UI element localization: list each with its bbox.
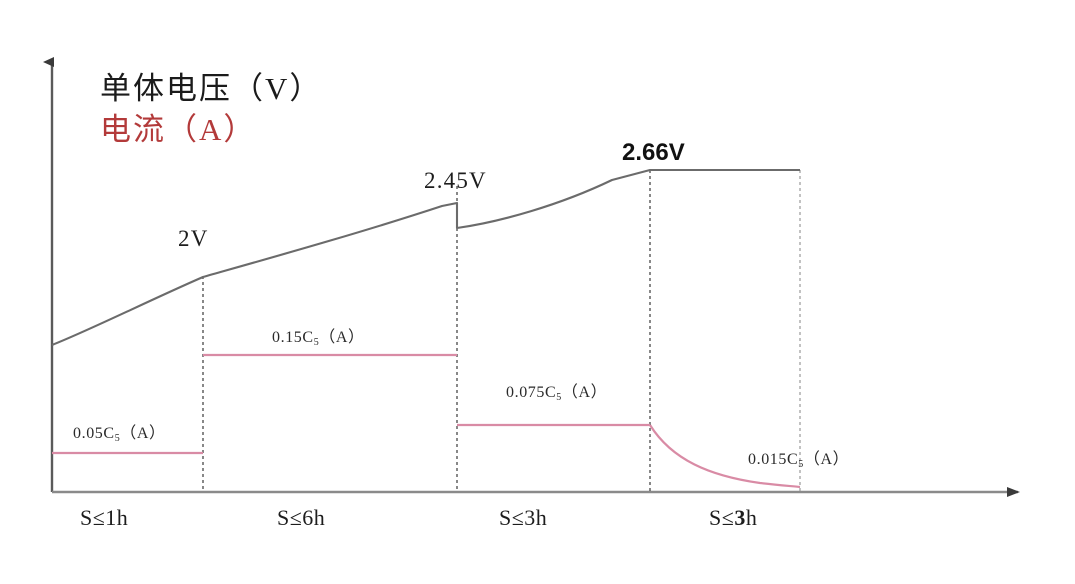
- current-label-stage-3-unit: （A）: [561, 384, 608, 401]
- current-label-stage-1: 0.05C5（A）: [73, 419, 166, 444]
- current-label-stage-1-value: 0.05: [73, 425, 104, 442]
- stage-duration-label-1: S≤1h: [80, 505, 129, 530]
- current-decay-curve: [649, 424, 801, 489]
- legend: 单体电压（V） 电流（A）: [100, 71, 323, 147]
- voltage-label-2v: 2V: [178, 226, 209, 251]
- stage-duration-label-4-pre: S≤: [709, 505, 735, 530]
- current-label-stage-2-value: 0.15: [272, 329, 303, 346]
- legend-current-label: 电流（A）: [100, 111, 257, 147]
- current-label-stage-3-value: 0.075: [506, 384, 545, 401]
- current-label-stage-4-unit: （A）: [803, 451, 850, 468]
- stage-duration-label-4-num: 3: [734, 505, 746, 530]
- current-label-stage-1-sub: 5: [114, 433, 121, 444]
- current-label-stage-1-unit: （A）: [120, 425, 166, 442]
- current-label-stage-2-unit: （A）: [319, 329, 365, 346]
- current-label-stage-4-sub: 5: [798, 459, 804, 470]
- current-label-stage-3-c: C: [545, 384, 557, 401]
- current-label-stage-4: 0.015C5（A）: [748, 445, 850, 470]
- stage-duration-label-4-post: h: [745, 505, 758, 530]
- stage-duration-label-4: S≤3h: [709, 505, 757, 531]
- current-label-stage-4-value: 0.015: [748, 451, 787, 468]
- current-label-stage-3-sub: 5: [556, 392, 562, 403]
- current-label-stage-4-c: C: [787, 451, 799, 468]
- current-label-stage-1-c: C: [103, 425, 115, 442]
- voltage-label-266v: 2.66V: [622, 139, 685, 166]
- current-label-stage-3: 0.075C5（A）: [506, 378, 608, 403]
- legend-voltage-label: 单体电压（V）: [100, 71, 323, 106]
- voltage-label-245v: 2.45V: [424, 168, 487, 193]
- current-label-stage-2: 0.15C5（A）: [272, 323, 365, 348]
- voltage-curve: [51, 168, 800, 346]
- stage-duration-label-2: S≤6h: [277, 505, 326, 530]
- current-label-stage-2-sub: 5: [313, 337, 320, 348]
- stage-duration-label-3: S≤3h: [499, 505, 548, 530]
- current-label-stage-2-c: C: [302, 329, 314, 346]
